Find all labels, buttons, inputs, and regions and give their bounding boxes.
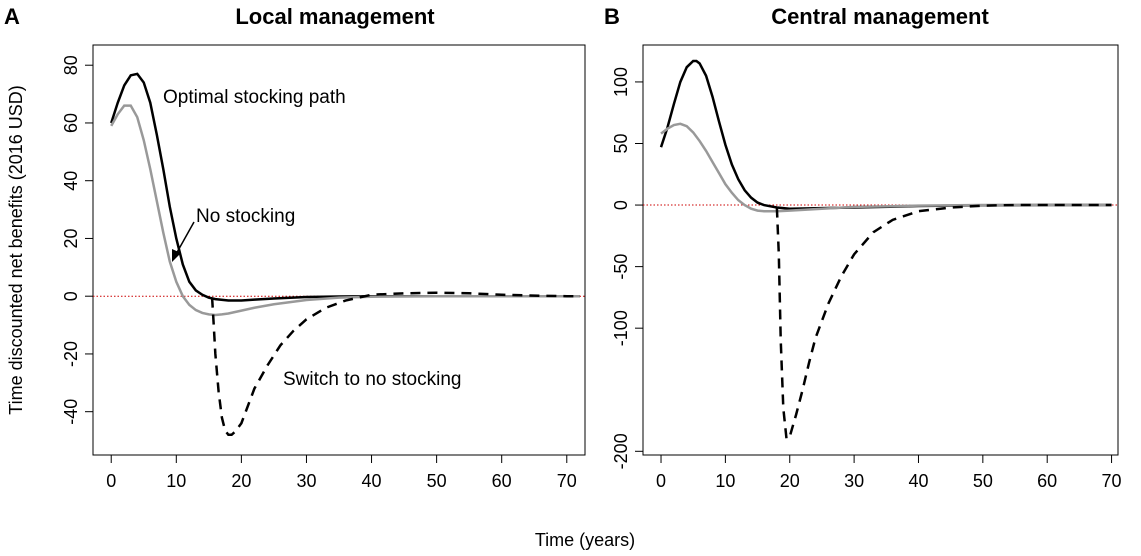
x-tick-label: 30 bbox=[296, 471, 316, 491]
y-tick-label: -100 bbox=[611, 310, 631, 346]
y-tick-label: 60 bbox=[61, 113, 81, 133]
plot-frame bbox=[642, 44, 1119, 456]
y-tick-label: 50 bbox=[611, 133, 631, 153]
annotation: No stocking bbox=[196, 206, 295, 227]
x-tick-label: 20 bbox=[231, 471, 251, 491]
panel-letter: B bbox=[604, 4, 620, 29]
y-tick-label: -40 bbox=[61, 399, 81, 425]
chart-title: Central management bbox=[771, 4, 989, 29]
x-tick-label: 20 bbox=[780, 471, 800, 491]
series-line bbox=[110, 104, 580, 317]
annotation: Switch to no stocking bbox=[283, 369, 461, 390]
x-tick-label: 0 bbox=[656, 471, 666, 491]
x-tick-label: 0 bbox=[106, 471, 116, 491]
x-tick-label: 60 bbox=[1037, 471, 1057, 491]
x-tick-label: 60 bbox=[492, 471, 512, 491]
y-tick-label: 40 bbox=[61, 171, 81, 191]
series-line bbox=[775, 203, 1112, 442]
y-axis-label: Time discounted net benefits (2016 USD) bbox=[6, 85, 26, 415]
y-tick-label: 0 bbox=[611, 200, 631, 210]
y-tick-label: 0 bbox=[61, 291, 81, 301]
x-tick-label: 70 bbox=[557, 471, 577, 491]
x-tick-label: 10 bbox=[715, 471, 735, 491]
y-tick-label: 20 bbox=[61, 228, 81, 248]
x-tick-label: 40 bbox=[362, 471, 382, 491]
x-tick-label: 50 bbox=[427, 471, 447, 491]
y-tick-label: -20 bbox=[61, 341, 81, 367]
annotation-arrow bbox=[174, 221, 195, 257]
series-line bbox=[210, 291, 580, 437]
series-line bbox=[660, 122, 1112, 213]
y-tick-label: -200 bbox=[611, 433, 631, 469]
x-tick-label: 10 bbox=[166, 471, 186, 491]
y-tick-label: -50 bbox=[611, 254, 631, 280]
x-tick-label: 50 bbox=[973, 471, 993, 491]
plot-frame bbox=[92, 44, 586, 456]
chart-title: Local management bbox=[235, 4, 435, 29]
x-tick-label: 70 bbox=[1102, 471, 1122, 491]
x-axis-label: Time (years) bbox=[535, 530, 635, 550]
panel-letter: A bbox=[4, 4, 20, 29]
y-tick-label: 100 bbox=[611, 67, 631, 97]
annotation: Optimal stocking path bbox=[163, 87, 346, 108]
y-tick-label: 80 bbox=[61, 55, 81, 75]
x-tick-label: 40 bbox=[908, 471, 928, 491]
x-tick-label: 30 bbox=[844, 471, 864, 491]
